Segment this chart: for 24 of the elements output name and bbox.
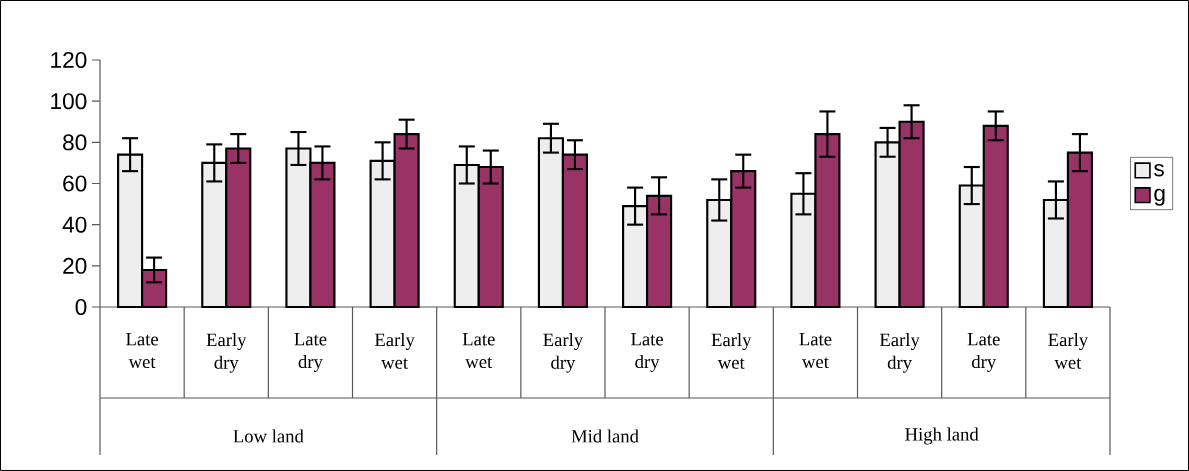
x-tick-label: Late dry [294, 333, 327, 372]
y-tick-label: 40 [62, 216, 87, 233]
x-tick-label: Late wet [126, 333, 159, 369]
x-tick-label: Early dry [543, 333, 584, 373]
y-tick-label: 20 [63, 257, 87, 274]
legend-label: g [1154, 188, 1165, 206]
x-tick-label: Early dry [206, 333, 247, 373]
y-tick-label: 0 [75, 298, 87, 316]
y-tick-label: 100 [51, 93, 87, 110]
text: Mid land [571, 429, 639, 443]
legend-label: s [1154, 163, 1164, 177]
x-tick-label: Late dry [967, 333, 1000, 372]
x-tick-label: Early dry [879, 333, 920, 373]
x-tick-label: Early wet [1048, 333, 1089, 369]
x-tick-label: Late wet [799, 333, 832, 369]
x-tick-label: Early wet [374, 333, 415, 369]
text: Low land [233, 429, 304, 443]
y-tick-label: 60 [63, 175, 87, 192]
x-tick-label: Late dry [631, 333, 664, 372]
x-tick-label: Late wet [462, 333, 495, 369]
y-tick-label: 80 [63, 134, 87, 151]
text: High land [905, 427, 979, 445]
y-tick-label: 120 [51, 51, 87, 69]
x-tick-label: Early wet [711, 333, 752, 369]
